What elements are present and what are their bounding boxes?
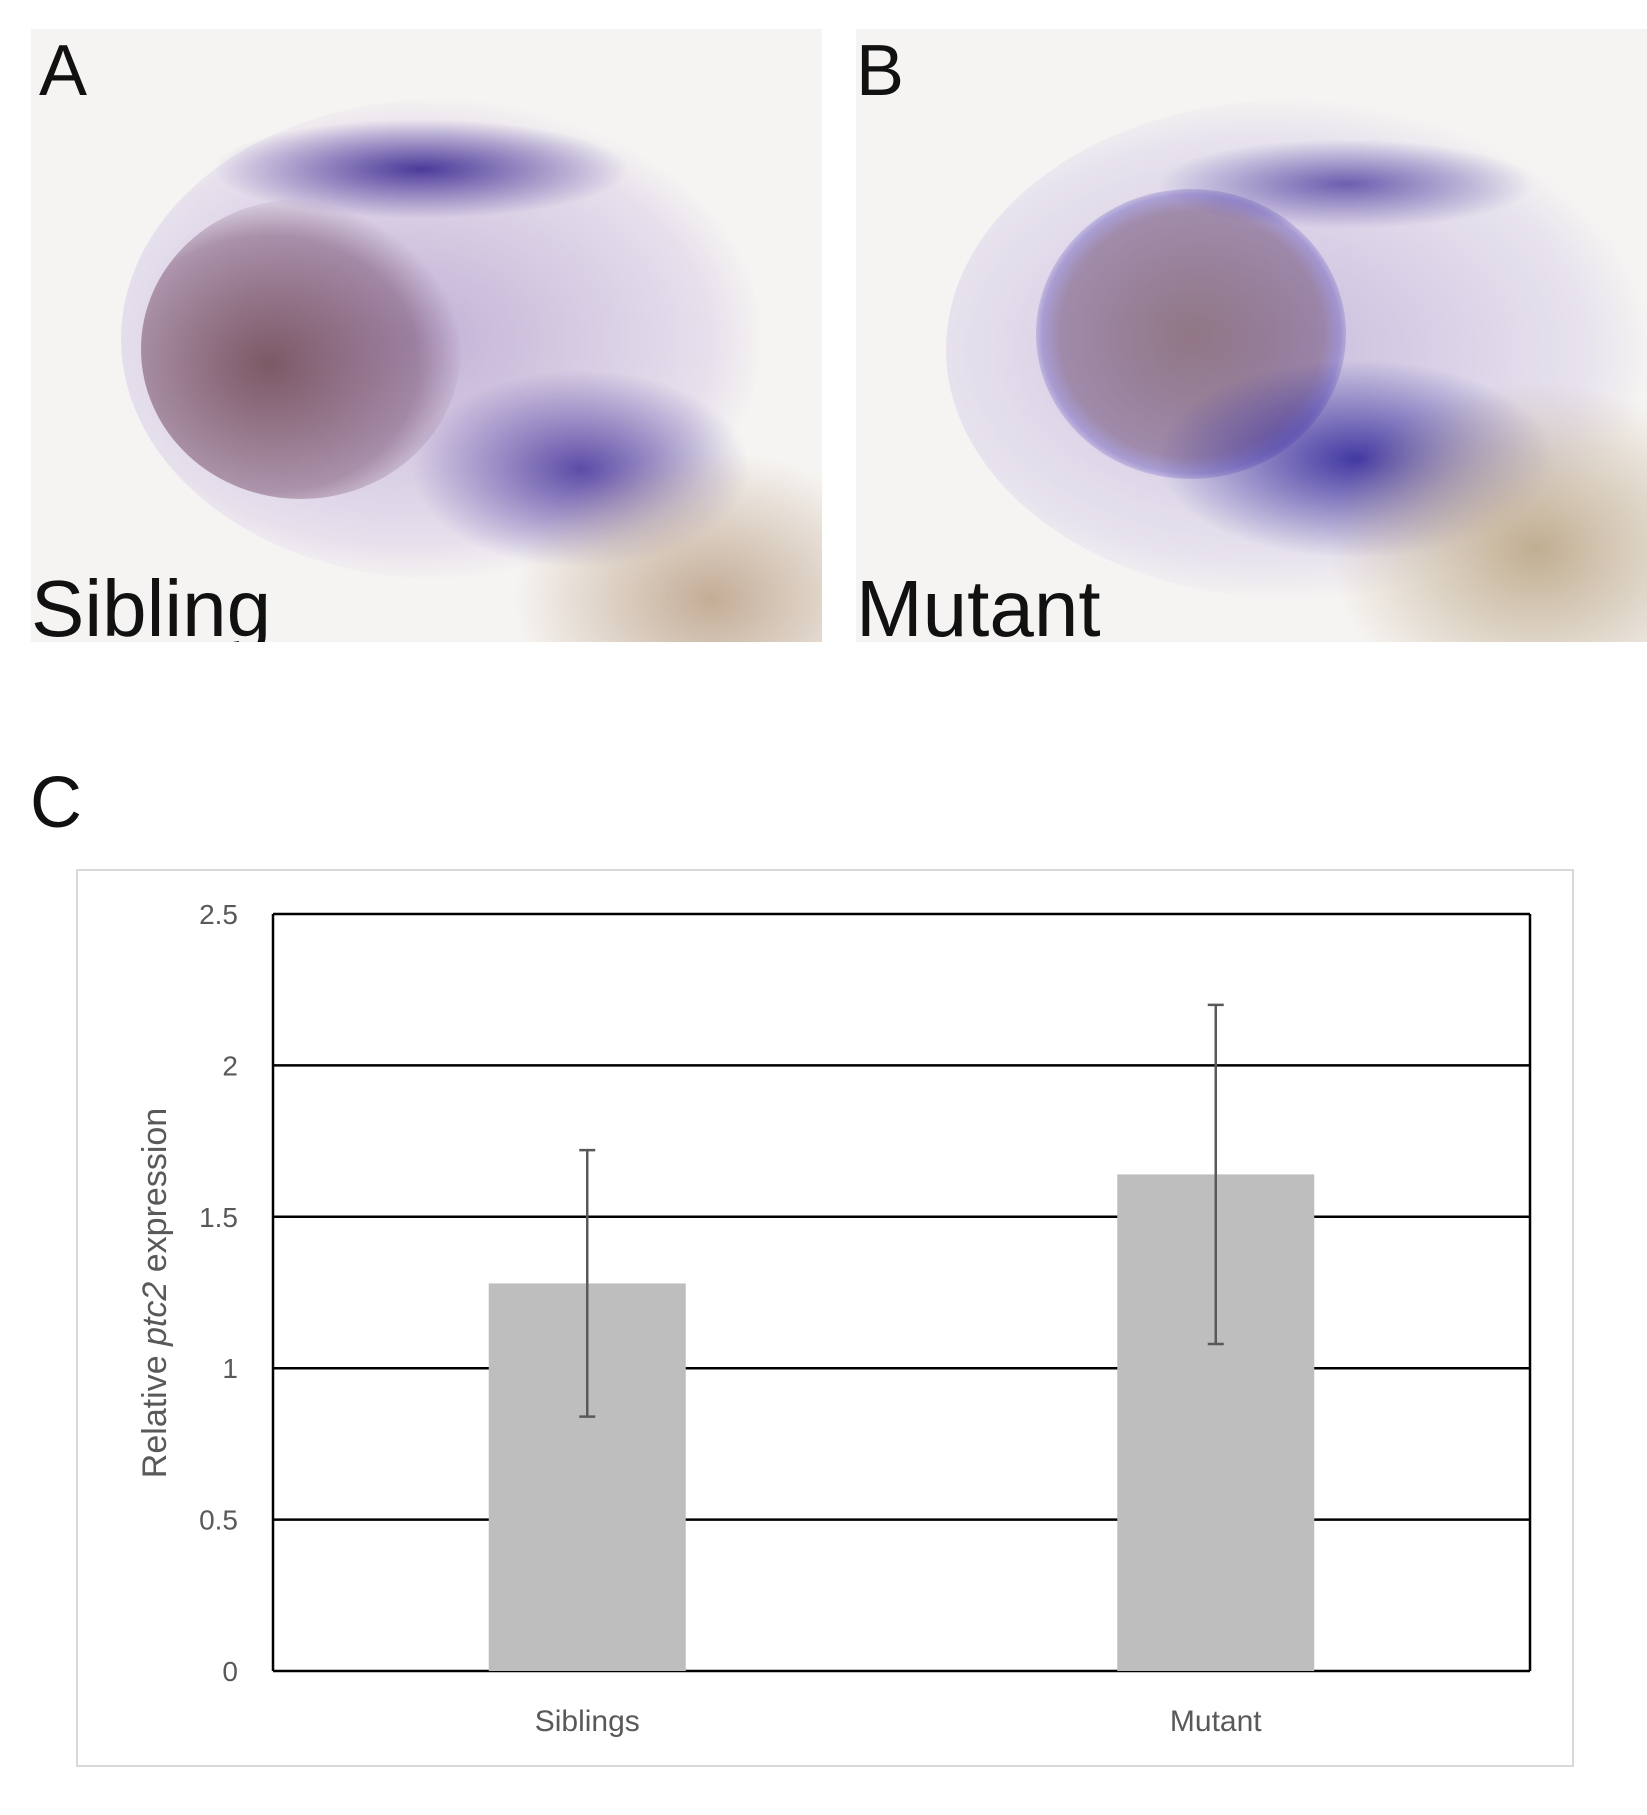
x-category-label: Mutant xyxy=(1170,1705,1262,1738)
y-axis-label: Relative ptc2 expression xyxy=(136,1108,174,1478)
y-tick-label: 1 xyxy=(222,1353,238,1384)
panel-c-letter: C xyxy=(30,763,82,843)
y-tick-label: 2 xyxy=(222,1050,238,1081)
mutant-embryo-image: B Mutant xyxy=(856,29,1647,642)
bar-chart: 0 0.5 1 1.5 2 2.5 Siblings Mutant Relative ptc… xyxy=(136,899,1532,1738)
y-tick-label: 0 xyxy=(222,1656,238,1687)
x-category-label: Siblings xyxy=(535,1705,640,1738)
panel-b-letter: B xyxy=(856,31,905,111)
sibling-embryo-image: A Sibling xyxy=(31,29,822,642)
y-tick-label: 2.5 xyxy=(199,899,238,930)
chart-frame xyxy=(76,869,1574,1767)
panel-b-caption: Mutant xyxy=(856,564,1101,643)
panel-a-letter: A xyxy=(39,31,88,111)
panel-a-caption: Sibling xyxy=(31,564,272,643)
y-tick-label: 1.5 xyxy=(199,1202,238,1233)
y-tick-label: 0.5 xyxy=(199,1505,238,1536)
